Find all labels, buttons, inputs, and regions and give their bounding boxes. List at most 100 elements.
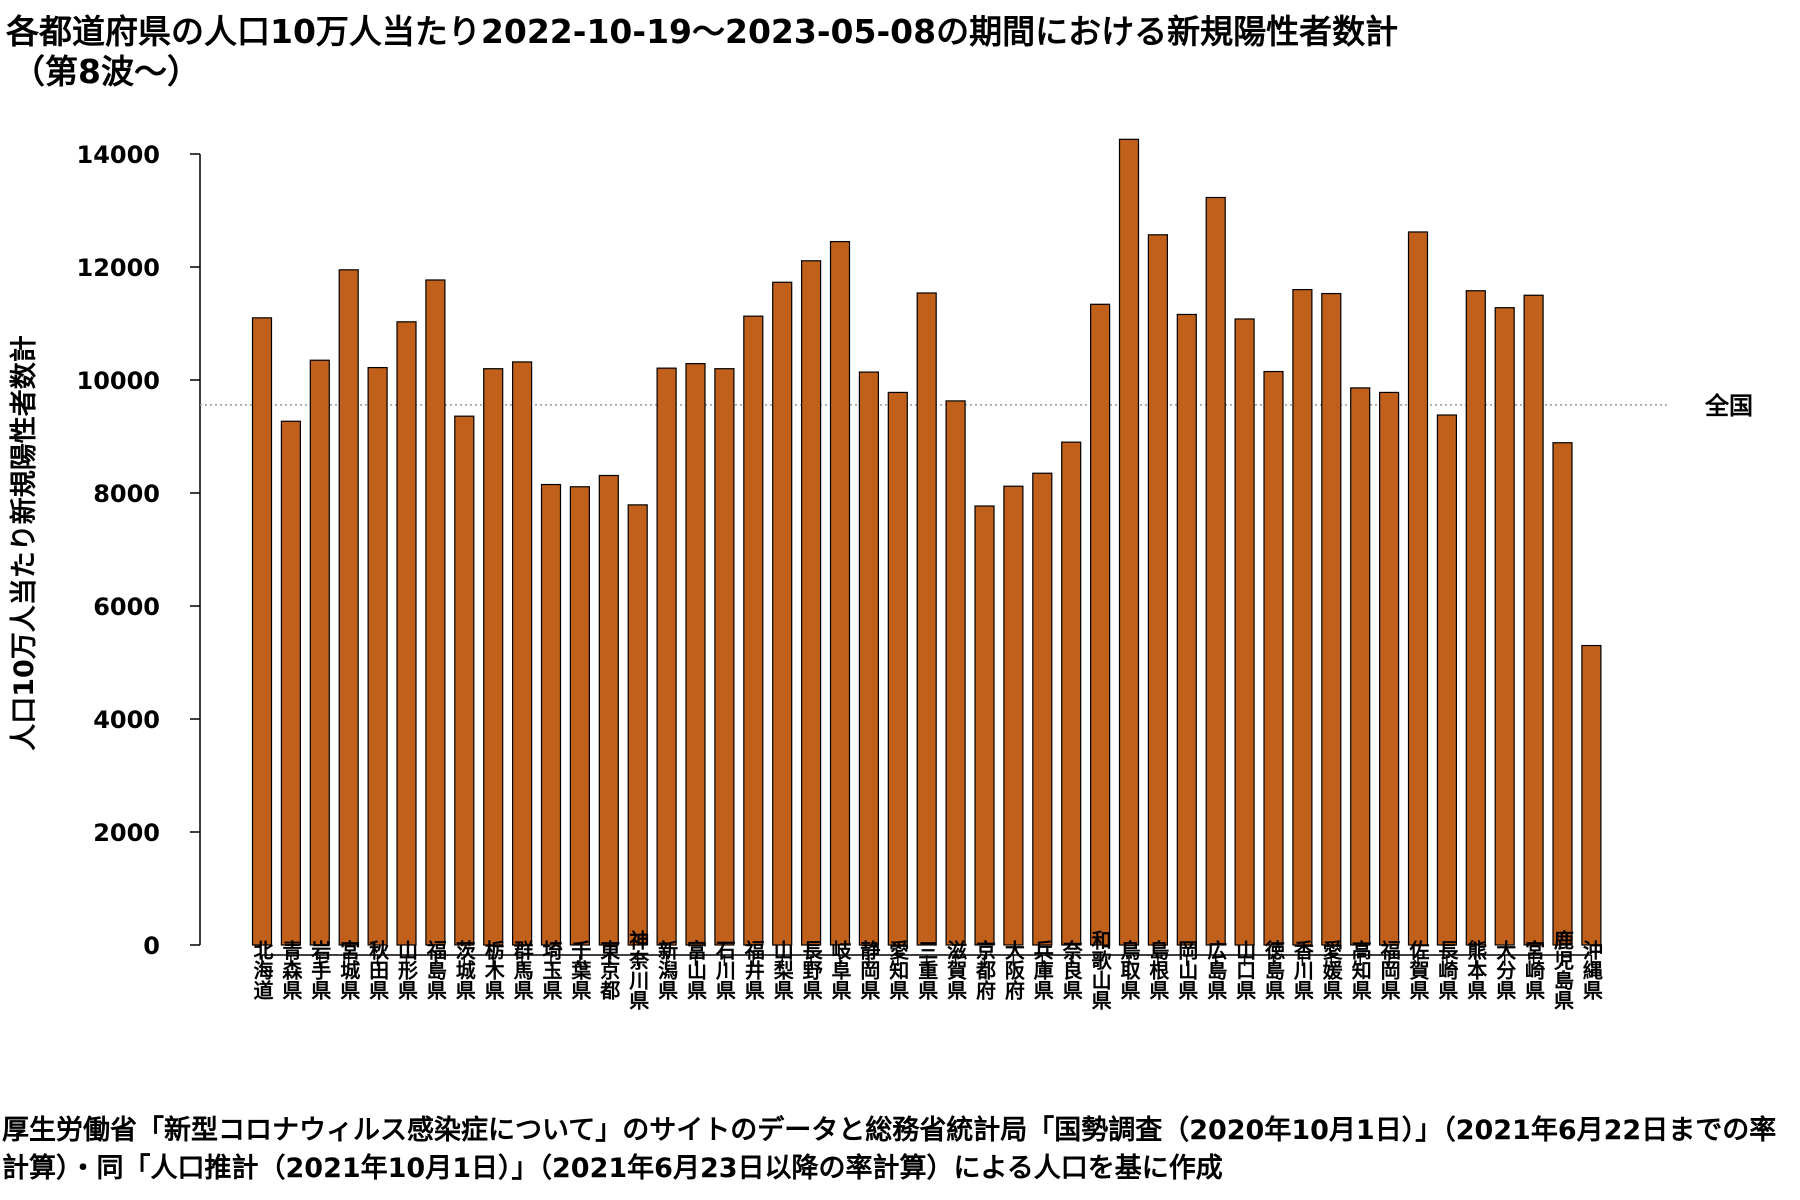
bar	[569, 486, 591, 946]
bar	[1407, 231, 1429, 946]
bar	[1176, 313, 1197, 946]
x-tick-label: 島根県	[1146, 939, 1170, 1000]
y-tick-label: 8000	[93, 480, 160, 508]
bar	[396, 321, 417, 946]
x-tick-label: 青森県	[279, 940, 303, 1000]
y-tick-label: 0	[143, 932, 160, 960]
bar	[1003, 485, 1024, 946]
x-tick-label: 茨城県	[452, 939, 476, 1000]
bar	[1263, 370, 1284, 946]
x-tick-label: 千葉県	[568, 940, 592, 1000]
x-tick-label: 長崎県	[1435, 940, 1459, 1000]
reference-line-label: 全国	[1704, 392, 1753, 420]
bar	[251, 317, 273, 946]
bar	[338, 269, 359, 946]
bar	[772, 281, 793, 946]
y-tick-label: 4000	[93, 706, 160, 734]
y-tick-label: 14000	[77, 141, 161, 169]
x-tick-label: 北海道	[250, 940, 274, 1000]
bar	[887, 391, 908, 946]
x-tick-label: 滋賀県	[944, 939, 968, 1000]
chart-title-line2: （第8波〜）	[12, 52, 200, 91]
x-tick-label: 福井県	[741, 940, 765, 1000]
bar	[743, 315, 764, 946]
bar	[483, 368, 504, 946]
bar	[627, 504, 648, 946]
bar	[511, 361, 533, 946]
bar	[1465, 290, 1486, 946]
y-tick-label: 2000	[93, 819, 160, 847]
bar	[425, 279, 446, 946]
bar	[1205, 196, 1226, 946]
x-tick-label: 大阪府	[1001, 940, 1025, 1001]
bar	[1032, 472, 1053, 946]
y-axis-title: 人口10万人当たり新規陽性者数計	[8, 335, 40, 751]
bar	[367, 366, 388, 946]
x-tick-label: 佐賀県	[1406, 939, 1430, 1000]
x-tick-label: 熊本県	[1464, 939, 1488, 1000]
bar	[1436, 414, 1458, 946]
x-tick-label: 広島県	[1204, 939, 1228, 1000]
x-tick-label: 宮城県	[337, 939, 361, 1000]
source-note: 厚生労働省「新型コロナウィルス感染症について」のサイトのデータと総務省統計局「国…	[2, 1115, 1777, 1184]
bar	[1378, 391, 1400, 946]
bar	[1523, 294, 1544, 946]
y-axis: 0 2000 4000 6000 8000 10000 12000 14000	[77, 141, 201, 960]
bars	[251, 138, 1602, 946]
y-tick-label: 10000	[77, 367, 161, 395]
x-axis: 北海道 青森県 岩手県 宮城県 秋田県 山形県 福島県 茨城県 栃木県 群馬県 埼玉県 千葉県 東京都神…	[250, 929, 1603, 1010]
reference-line-group: 全国	[200, 392, 1753, 420]
x-tick-label: 群馬県	[510, 939, 534, 1000]
bar	[1350, 387, 1371, 946]
bar	[1089, 303, 1111, 946]
chart-title-line1: 各都道府県の人口10万人当たり2022-10-19〜2023-05-08の期間に…	[6, 12, 1399, 51]
x-tick-label: 沖縄県	[1579, 940, 1603, 1000]
bar	[540, 483, 562, 946]
x-tick-label: 福岡県	[1377, 940, 1401, 1000]
bar	[454, 415, 475, 946]
bar	[858, 371, 880, 946]
x-tick-label: 山口県	[1233, 940, 1257, 1000]
x-tick-label: 京都府	[973, 939, 997, 1001]
x-tick-label: 岡山県	[1175, 940, 1199, 1000]
bar	[945, 400, 966, 946]
y-tick-label: 6000	[93, 593, 160, 621]
y-tick-label: 12000	[77, 254, 161, 282]
bar	[1321, 292, 1342, 946]
chart-title: 各都道府県の人口10万人当たり2022-10-19〜2023-05-08の期間に…	[6, 12, 1398, 92]
x-tick-label: 山形県	[395, 940, 419, 1000]
bar	[280, 420, 301, 946]
bar	[598, 474, 619, 946]
bar	[1147, 234, 1169, 946]
x-tick-label: 岩手県	[308, 940, 332, 1000]
x-tick-label: 静岡県	[857, 939, 881, 1000]
x-tick-label: 愛知県	[886, 940, 910, 1000]
x-tick-label: 兵庫県	[1030, 940, 1054, 1000]
x-tick-label: 奈良県	[1059, 939, 1083, 1000]
x-tick-label: 長野県	[799, 940, 823, 1000]
bar	[974, 505, 995, 946]
bar	[1292, 289, 1313, 946]
bar	[714, 368, 735, 946]
x-tick-label: 栃木県	[481, 939, 505, 1000]
bar	[1494, 307, 1515, 946]
x-tick-label: 富山県	[684, 939, 708, 1000]
x-tick-label: 高知県	[1348, 939, 1372, 1000]
bar	[309, 359, 330, 946]
x-tick-label: 東京都	[597, 940, 621, 1001]
x-tick-label: 神奈川県	[626, 929, 650, 1010]
x-tick-label: 新潟県	[655, 939, 679, 1000]
bar	[800, 260, 822, 946]
bar	[656, 367, 677, 946]
bar	[829, 240, 851, 946]
x-tick-label: 徳島県	[1262, 939, 1286, 1000]
x-tick-label: 埼玉県	[539, 939, 563, 1000]
bar	[1234, 318, 1255, 946]
x-tick-label: 香川県	[1290, 940, 1314, 1000]
x-tick-label: 大分県	[1493, 940, 1517, 1000]
bar	[1581, 644, 1602, 946]
x-tick-label: 愛媛県	[1319, 940, 1343, 1000]
x-tick-label: 山梨県	[770, 940, 794, 1000]
bar	[916, 292, 937, 946]
